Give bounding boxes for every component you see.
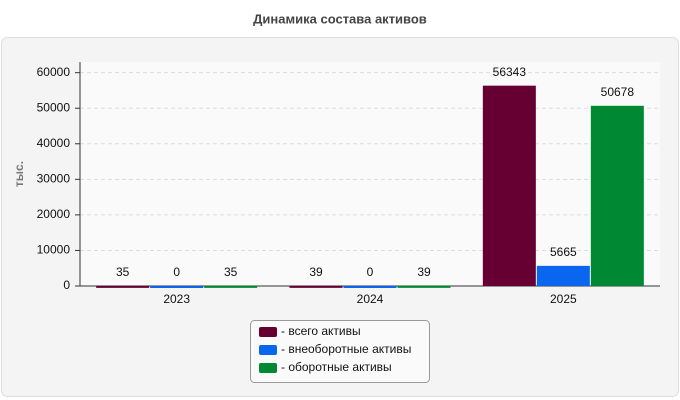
x-tick-label: 2023 [163,292,190,306]
legend-label: - всего активы [281,324,361,338]
chart-title: Динамика состава активов [253,11,427,26]
bar [590,105,644,286]
data-label: 35 [116,265,130,279]
legend-swatch [259,327,277,337]
data-label: 5665 [550,245,577,259]
data-label: 50678 [601,85,635,99]
bar [150,286,204,288]
y-tick-label: 0 [63,278,70,292]
y-tick-label: 20000 [37,207,71,221]
legend-swatch [259,345,277,355]
data-label: 35 [224,265,238,279]
bar [204,285,258,288]
bar [96,285,150,288]
legend-swatch [259,363,277,373]
data-label: 0 [173,265,180,279]
legend-label: - оборотные активы [281,360,392,374]
bar [397,285,451,288]
legend [250,320,430,383]
y-tick-label: 50000 [37,100,71,114]
y-axis-label: тыс. [12,161,26,187]
y-tick-label: 60000 [37,65,71,79]
data-label: 56343 [493,65,527,79]
data-label: 39 [417,265,431,279]
bar [343,286,397,288]
data-label: 0 [367,265,374,279]
y-tick-label: 30000 [37,172,71,186]
x-tick-label: 2024 [357,292,384,306]
data-label: 39 [309,265,323,279]
y-tick-label: 10000 [37,243,71,257]
bar [482,85,536,286]
plot-area [80,62,660,286]
y-tick-label: 40000 [37,136,71,150]
bar [289,285,343,288]
legend-label: - внеоборотные активы [281,342,411,356]
x-tick-label: 2025 [550,292,577,306]
bar [536,265,590,286]
